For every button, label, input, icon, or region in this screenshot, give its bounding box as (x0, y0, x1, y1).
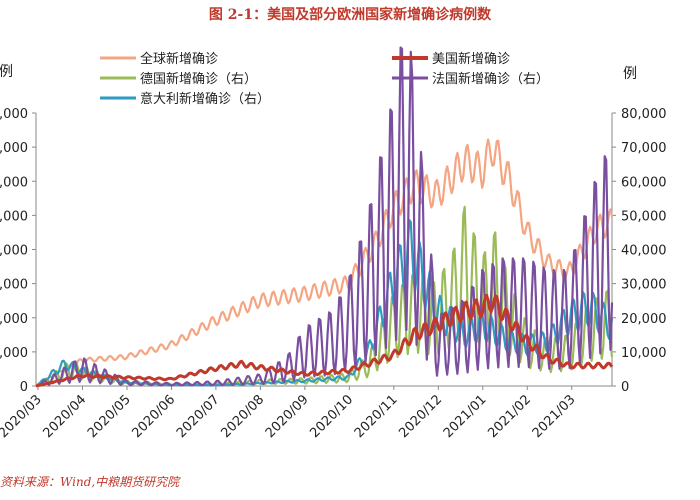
left-tick-label: 0 (20, 380, 28, 395)
right-axis-unit: 例 (623, 66, 637, 82)
x-tick-label: 2020/12 (396, 392, 445, 441)
axes: 0 100,000 200,000 300,000 400,000 500,000 600,… (0, 64, 667, 441)
right-tick-label: 60,000 (621, 175, 667, 190)
x-tick-label: 2020/10 (307, 392, 356, 441)
series-line-0 (35, 138, 614, 387)
left-tick-label: 300,000 (0, 278, 28, 293)
x-tick-label: 2020/03 (0, 392, 45, 441)
legend-label-4: 意大利新增确诊（右） (140, 91, 270, 107)
right-tick-label: 20,000 (621, 312, 667, 327)
x-tick-label: 2020/04 (41, 392, 90, 441)
right-tick-label: 40,000 (621, 244, 667, 259)
right-tick-label: 30,000 (621, 278, 667, 293)
left-tick-label: 100,000 (0, 346, 28, 361)
x-tick-label: 2021/03 (530, 392, 579, 441)
left-tick-label: 800,000 (0, 107, 28, 122)
x-tick-label: 2020/09 (263, 392, 312, 441)
legend-label-3: 法国新增确诊（右） (432, 71, 549, 87)
x-tick-label: 2020/08 (218, 392, 267, 441)
left-tick-label: 500,000 (0, 209, 28, 224)
legend-label-2: 德国新增确诊（右） (140, 71, 257, 87)
series-line-1 (35, 293, 614, 388)
right-tick-label: 50,000 (621, 209, 667, 224)
series-lines (35, 46, 614, 388)
left-tick-label: 200,000 (0, 312, 28, 327)
right-tick-label: 0 (621, 380, 629, 395)
legend-label-1: 美国新增确诊 (432, 51, 510, 67)
x-tick-label: 2020/11 (352, 392, 401, 441)
right-tick-label: 10,000 (621, 346, 667, 361)
chart-title: 图 2-1：美国及部分欧洲国家新增确诊病例数 (208, 7, 492, 23)
legend-label-0: 全球新增确诊 (140, 51, 218, 67)
source-note: 资料来源：Wind,中粮期货研究院 (0, 475, 180, 489)
left-tick-label: 700,000 (0, 141, 28, 156)
right-tick-label: 80,000 (621, 107, 667, 122)
left-tick-label: 400,000 (0, 244, 28, 259)
x-tick-label: 2020/07 (174, 392, 223, 441)
left-tick-label: 600,000 (0, 175, 28, 190)
x-tick-label: 2020/05 (85, 392, 134, 441)
left-axis-unit: 例 (0, 64, 13, 80)
x-tick-label: 2021/01 (441, 392, 490, 441)
right-tick-label: 70,000 (621, 141, 667, 156)
x-tick-label: 2020/06 (129, 392, 178, 441)
x-tick-label: 2021/02 (485, 392, 534, 441)
